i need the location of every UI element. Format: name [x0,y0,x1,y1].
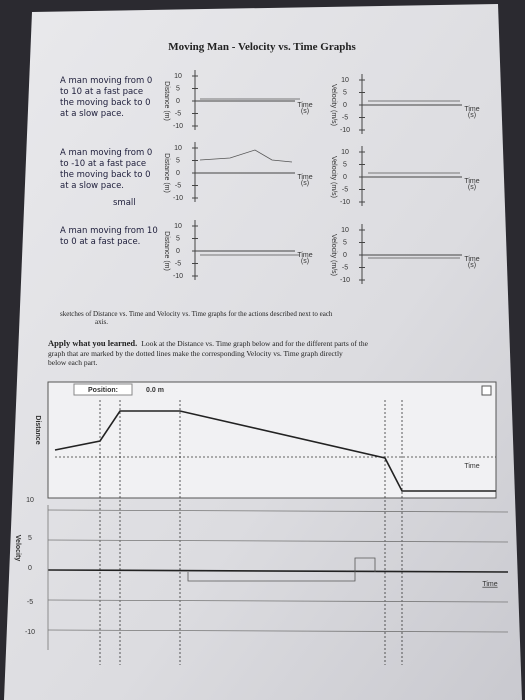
y-axis-label: Distance (m) [163,231,170,271]
y-tick-label: 5 [28,535,32,542]
x-axis-unit: (s) [468,262,476,269]
y-tick-label: -5 [342,114,348,121]
x-axis-label: Time [464,463,479,470]
y-tick-label: -10 [173,273,183,280]
y-tick-label: -10 [173,195,183,202]
caption-line: sketches of Distance vs. Time and Veloci… [60,310,333,318]
y-tick-label: -5 [342,264,348,271]
y-tick-label: -5 [175,260,181,267]
y-axis-label: Velocity (m/s) [330,156,337,198]
y-tick-label: -10 [25,629,35,636]
y-axis-label: Velocity [14,535,21,562]
y-tick-label: 5 [176,157,180,164]
x-axis-label: Time [297,102,312,109]
y-tick-label: 0 [176,98,180,105]
instructions-lead: Apply what you learned. [48,338,137,348]
instructions-line: below each part. [48,358,97,367]
y-axis-label: Distance (m) [163,81,170,121]
x-axis-label: Time [297,174,312,181]
y-tick-label: 0 [343,252,347,259]
x-axis-label: Time [464,256,479,263]
x-axis-label: Time [464,106,479,113]
description-line: at a slow pace. [60,181,124,191]
y-tick-label: 10 [174,73,182,80]
y-tick-label: 5 [343,239,347,246]
y-tick-label: 10 [341,77,349,84]
y-tick-label: -5 [342,186,348,193]
y-axis-label: Velocity (m/s) [330,234,337,276]
position-graph-frame [47,381,497,499]
x-axis-unit: (s) [301,108,309,115]
y-tick-label: 10 [26,497,34,504]
y-tick-label: -10 [173,123,183,130]
y-tick-label: 5 [343,89,347,96]
y-tick-label: -10 [340,277,350,284]
velocity-grid [47,505,509,650]
y-tick-label: -10 [340,199,350,206]
description-line: A man moving from 0 [60,76,152,86]
y-axis-label: Distance (m) [163,153,170,193]
y-tick-label: -5 [27,599,33,606]
description-line: to -10 at a fast pace [60,159,146,169]
y-tick-label: 0 [28,565,32,572]
title: Moving Man - Velocity vs. Time Graphs [168,41,356,53]
x-axis-unit: (s) [468,184,476,191]
y-tick-label: -5 [175,182,181,189]
x-axis-unit: (s) [468,112,476,119]
y-tick-label: 10 [174,145,182,152]
position-label: Position: [88,387,118,394]
description-line: at a slow pace. [60,109,124,119]
paper [4,4,522,700]
instructions-text: Look at the Distance vs. Time graph belo… [141,339,368,348]
collapse-button [481,385,492,396]
y-tick-label: 10 [341,149,349,156]
y-tick-label: 0 [343,102,347,109]
position-box [73,383,133,396]
y-tick-label: 5 [343,161,347,168]
handwritten-note: small [113,198,136,208]
y-axis-label: Velocity (m/s) [330,84,337,126]
description-line: the moving back to 0 [60,98,151,108]
description-line: to 10 at a fast pace [60,87,143,97]
caption-line: axis. [95,318,108,326]
position-value: 0.0 m [146,387,164,394]
x-axis-label: Time [482,581,497,588]
student-sketch [199,149,293,163]
y-tick-label: 5 [176,85,180,92]
y-tick-label: -10 [340,127,350,134]
y-tick-label: 0 [176,248,180,255]
x-axis-label: Time [464,178,479,185]
part-dividers [99,400,403,665]
x-axis-unit: (s) [301,258,309,265]
description-line: the moving back to 0 [60,170,151,180]
instructions-line: Apply what you learned. Look at the Dista… [48,338,369,348]
description-line: to 0 at a fast pace. [60,237,140,247]
y-tick-label: 0 [176,170,180,177]
student-sketch [187,557,376,582]
y-tick-label: -5 [175,110,181,117]
y-axis-label: Distance [34,415,41,444]
y-tick-label: 5 [176,235,180,242]
y-tick-label: 10 [174,223,182,230]
instructions-line: graph that are marked by the dotted line… [48,349,343,358]
y-tick-label: 10 [341,227,349,234]
description-line: A man moving from 0 [60,148,152,158]
x-axis-label: Time [297,252,312,259]
y-tick-label: 0 [343,174,347,181]
x-axis-unit: (s) [301,180,309,187]
description-line: A man moving from 10 [60,226,158,236]
